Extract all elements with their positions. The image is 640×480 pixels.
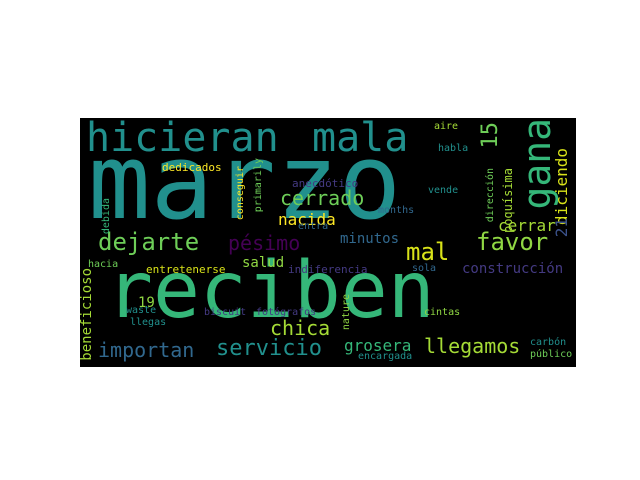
word-waste: waste (126, 305, 157, 316)
word-salud: salud (242, 255, 285, 271)
word-marzo: marzo (88, 121, 402, 243)
word-months: months (378, 205, 415, 216)
word-servicio: servicio (216, 336, 322, 361)
word-poquisima: poquísima (501, 168, 515, 234)
word-gana: gana (515, 118, 559, 210)
word-mal: mal (406, 238, 450, 266)
word-cloud-canvas: marzo reciben hicieran mala gana 15 deja… (80, 118, 576, 367)
word-15: 15 (478, 122, 503, 149)
word-indiferencia: indiferencia (288, 263, 368, 276)
word-aire: aire (434, 121, 459, 132)
word-entra: entra (298, 221, 329, 232)
word-encargada: encargada (358, 351, 413, 362)
word-21: 21 (552, 218, 571, 238)
word-nacida: nacida (278, 210, 336, 229)
word-diciendo: diciendo (552, 148, 571, 226)
word-habla: habla (438, 143, 469, 154)
word-reciben: reciben (106, 246, 435, 336)
word-grosera: grosera (344, 336, 412, 355)
word-llegas: llegas (130, 317, 167, 328)
word-direccion: dirección (485, 168, 496, 223)
word-anecdotico: anecdótico (292, 177, 359, 190)
word-hicieran: hicieran (86, 118, 279, 161)
word-chica: chica (270, 316, 331, 340)
word-dejarte: dejarte (98, 228, 200, 256)
word-19: 19 (138, 295, 155, 311)
word-dedicados: dedicados (162, 161, 222, 174)
word-fotografos: fotógrafos (256, 307, 317, 318)
word-importan: importan (98, 338, 195, 362)
word-minutos: minutos (340, 231, 400, 247)
word-construccion: construcción (462, 261, 564, 277)
word-llegamos: llegamos (424, 334, 521, 358)
word-carbon: carbón (530, 337, 567, 348)
word-biscuit: biscuit (204, 307, 247, 318)
word-vende: vende (428, 185, 459, 196)
word-primarily: primarily (253, 158, 264, 213)
word-nature: nature (341, 294, 352, 331)
word-debida: debida (101, 198, 112, 235)
word-cerrar: cerrar (498, 216, 556, 235)
word-cintas: cintas (424, 307, 461, 318)
word-mala: mala (312, 118, 409, 161)
word-hacia: hacia (88, 259, 119, 270)
word-sola: sola (412, 263, 437, 274)
word-pesimo: pésimo (228, 231, 301, 255)
word-cerrado: cerrado (280, 186, 365, 210)
word-conseguir: conseguir (235, 166, 246, 221)
word-publico: público (530, 349, 573, 360)
word-entretenerse: entretenerse (146, 263, 226, 276)
word-beneficioso: beneficioso (80, 268, 95, 361)
word-favor: favor (476, 228, 549, 256)
